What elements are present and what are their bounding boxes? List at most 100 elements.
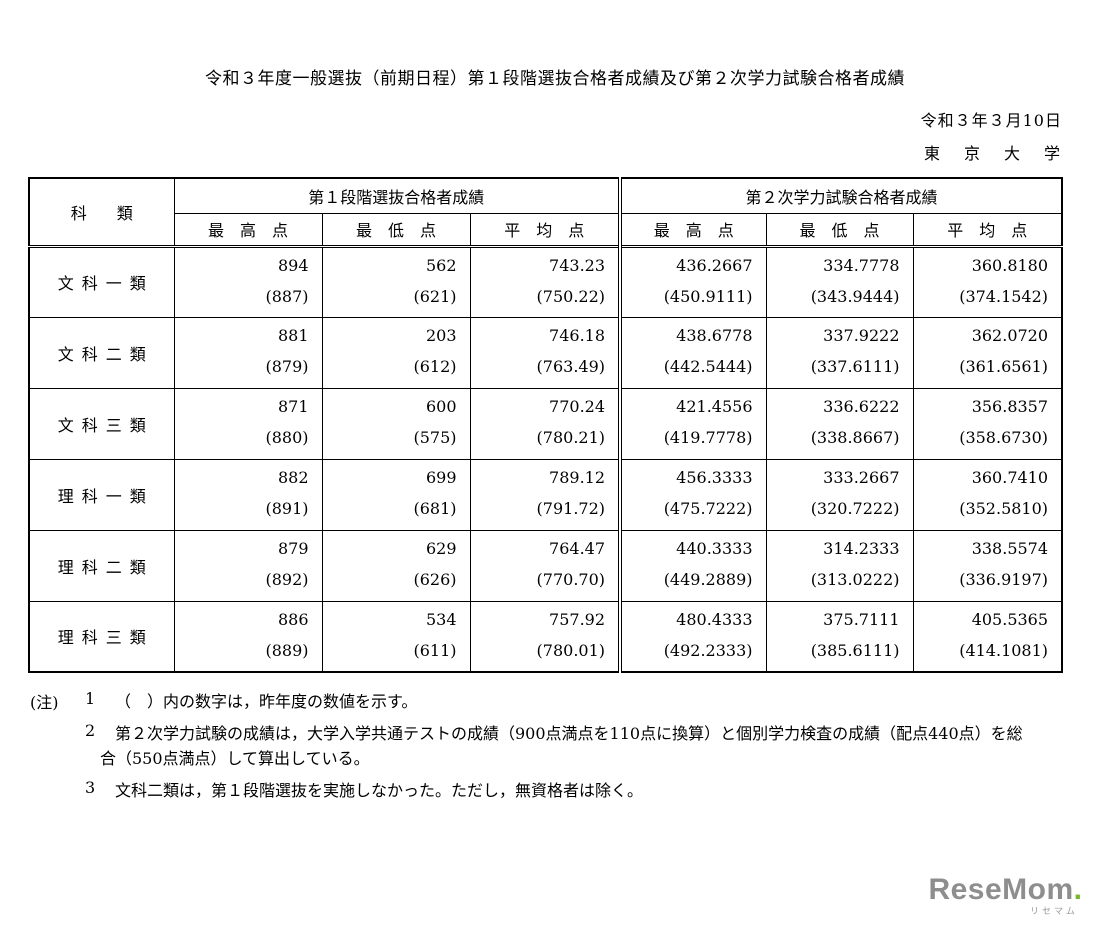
- column-header-stage2-max: 最高点: [618, 212, 767, 248]
- table-row: 理科二類 879 (892) 629 (626) 764.47 (770.70) 440.33…: [28, 529, 1063, 602]
- note-text: （ ）内の数字は，昨年度の数値を示す。: [115, 692, 418, 711]
- note-text: 第２次学力試験の成績は，大学入学共通テストの成績（900点満点を110点に換算）…: [100, 724, 1023, 768]
- table-row: 文科一類 894 (887) 562 (621) 743.23 (750.22) 436.26…: [28, 245, 1063, 318]
- category-cell: 理科一類: [28, 458, 175, 531]
- score-current: 882: [277, 467, 309, 487]
- score-previous-year: (681): [413, 498, 457, 518]
- note-item: 2 第２次学力試験の成績は，大学入学共通テストの成績（900点満点を110点に換…: [30, 721, 1110, 771]
- institution-name: 東 京 大 学: [923, 144, 1064, 163]
- score-current: 337.9222: [823, 325, 900, 345]
- score-previous-year: (419.7778): [663, 427, 753, 447]
- score-previous-year: (889): [265, 640, 309, 660]
- score-current: 314.2333: [823, 538, 900, 558]
- score-cell: 314.2333 (313.0222): [765, 529, 914, 602]
- score-previous-year: (358.6730): [959, 427, 1049, 447]
- column-header-stage2-avg: 平均点: [912, 212, 1063, 248]
- score-cell: 480.4333 (492.2333): [618, 600, 767, 673]
- score-current: 881: [277, 325, 309, 345]
- scores-table: 科類 第１段階選抜合格者成績 第２次学力試験合格者成績 最高点 最低点 平均点 …: [28, 177, 1064, 673]
- category-cell: 文科二類: [28, 316, 175, 389]
- score-previous-year: (338.8667): [810, 427, 900, 447]
- score-cell: 362.0720 (361.6561): [912, 316, 1063, 389]
- score-current: 789.12: [549, 467, 606, 487]
- score-cell: 881 (879): [173, 316, 323, 389]
- score-previous-year: (414.1081): [959, 640, 1049, 660]
- score-current: 438.6778: [676, 325, 753, 345]
- score-cell: 360.8180 (374.1542): [912, 245, 1063, 318]
- score-cell: 440.3333 (449.2889): [618, 529, 767, 602]
- note-number: 3: [85, 778, 96, 797]
- score-previous-year: (337.6111): [810, 356, 900, 376]
- score-cell: 338.5574 (336.9197): [912, 529, 1063, 602]
- score-previous-year: (313.0222): [810, 569, 900, 589]
- score-cell: 746.18 (763.49): [469, 316, 621, 389]
- score-cell: 894 (887): [173, 245, 323, 318]
- column-header-category: 科類: [28, 177, 175, 248]
- score-previous-year: (449.2889): [663, 569, 753, 589]
- table-row: 理科一類 882 (891) 699 (681) 789.12 (791.72) 456.33…: [28, 458, 1063, 531]
- resemom-logo-dot: .: [1073, 873, 1082, 906]
- score-previous-year: (575): [413, 427, 457, 447]
- score-previous-year: (892): [265, 569, 309, 589]
- score-current: 629: [425, 538, 457, 558]
- score-previous-year: (791.72): [536, 498, 606, 518]
- score-previous-year: (880): [265, 427, 309, 447]
- score-current: 436.2667: [676, 255, 753, 275]
- score-previous-year: (385.6111): [810, 640, 900, 660]
- score-current: 456.3333: [676, 467, 753, 487]
- score-cell: 438.6778 (442.5444): [618, 316, 767, 389]
- score-cell: 360.7410 (352.5810): [912, 458, 1063, 531]
- score-cell: 534 (611): [321, 600, 471, 673]
- category-cell: 文科一類: [28, 245, 175, 318]
- score-current: 894: [277, 255, 309, 275]
- score-cell: 562 (621): [321, 245, 471, 318]
- note-number: 2: [85, 721, 96, 740]
- resemom-logo-text: ReseMom: [928, 873, 1074, 906]
- score-cell: 879 (892): [173, 529, 323, 602]
- notes-section: (注) 1 （ ）内の数字は，昨年度の数値を示す。 2 第２次学力試験の成績は，…: [30, 689, 1110, 803]
- score-cell: 789.12 (791.72): [469, 458, 621, 531]
- score-cell: 629 (626): [321, 529, 471, 602]
- score-cell: 743.23 (750.22): [469, 245, 621, 318]
- score-current: 743.23: [549, 255, 606, 275]
- column-header-stage2-min: 最低点: [765, 212, 914, 248]
- table-row: 文科二類 881 (879) 203 (612) 746.18 (763.49) 438.67…: [28, 316, 1063, 389]
- score-previous-year: (770.70): [536, 569, 606, 589]
- score-previous-year: (879): [265, 356, 309, 376]
- score-cell: 333.2667 (320.7222): [765, 458, 914, 531]
- score-previous-year: (352.5810): [959, 498, 1049, 518]
- score-current: 770.24: [549, 396, 606, 416]
- score-cell: 337.9222 (337.6111): [765, 316, 914, 389]
- score-cell: 336.6222 (338.8667): [765, 387, 914, 460]
- score-cell: 757.92 (780.01): [469, 600, 621, 673]
- table-row: 理科三類 886 (889) 534 (611) 757.92 (780.01) 480.43…: [28, 600, 1063, 673]
- score-previous-year: (611): [413, 640, 457, 660]
- score-previous-year: (492.2333): [663, 640, 753, 660]
- score-cell: 871 (880): [173, 387, 323, 460]
- category-cell: 理科二類: [28, 529, 175, 602]
- score-current: 336.6222: [823, 396, 900, 416]
- score-previous-year: (612): [413, 356, 457, 376]
- note-item: (注) 1 （ ）内の数字は，昨年度の数値を示す。: [30, 689, 1110, 714]
- column-header-stage1-max: 最高点: [173, 212, 323, 248]
- score-previous-year: (336.9197): [959, 569, 1049, 589]
- score-current: 421.4556: [676, 396, 753, 416]
- score-current: 746.18: [549, 325, 606, 345]
- score-previous-year: (621): [413, 286, 457, 306]
- score-cell: 203 (612): [321, 316, 471, 389]
- score-cell: 764.47 (770.70): [469, 529, 621, 602]
- score-cell: 421.4556 (419.7778): [618, 387, 767, 460]
- score-current: 764.47: [549, 538, 606, 558]
- score-current: 562: [425, 255, 457, 275]
- score-previous-year: (780.01): [536, 640, 606, 660]
- score-cell: 334.7778 (343.9444): [765, 245, 914, 318]
- score-current: 600: [425, 396, 457, 416]
- category-cell: 理科三類: [28, 600, 175, 673]
- score-current: 360.7410: [971, 467, 1049, 487]
- document-title: 令和３年度一般選抜（前期日程）第１段階選抜合格者成績及び第２次学力試験合格者成績: [205, 69, 905, 89]
- score-cell: 770.24 (780.21): [469, 387, 621, 460]
- score-cell: 886 (889): [173, 600, 323, 673]
- note-text: 文科二類は，第１段階選抜を実施しなかった。ただし，無資格者は除く。: [115, 781, 644, 800]
- document-date: 令和３年３月10日: [920, 111, 1062, 130]
- score-previous-year: (320.7222): [810, 498, 900, 518]
